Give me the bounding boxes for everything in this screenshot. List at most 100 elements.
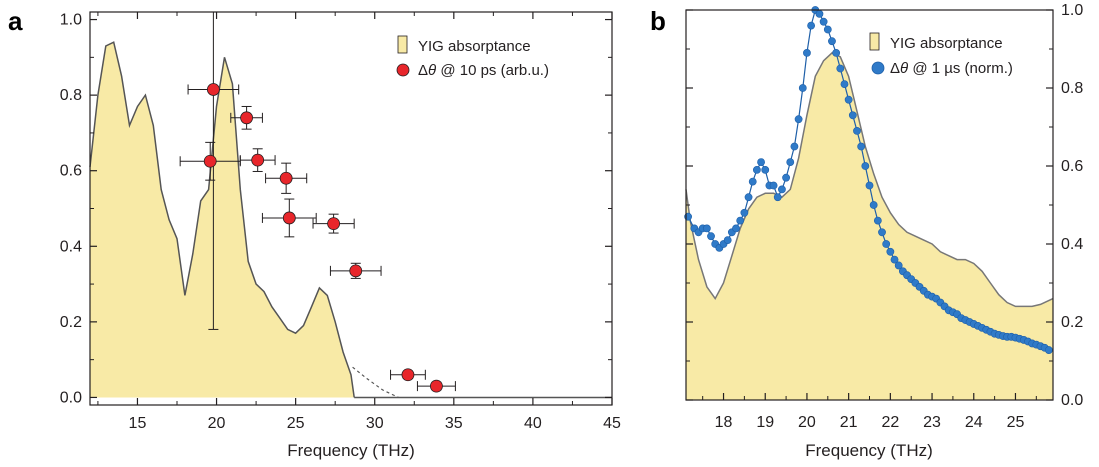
theta-point-b [769,181,778,190]
data-point [265,162,308,194]
theta-point-b [773,193,782,202]
theta-point-b [702,224,711,233]
theta-point-b [823,25,832,34]
x-tick-label: 45 [603,415,621,432]
theta-point-b [894,261,903,270]
theta-point-b [832,49,841,57]
theta-point-b [748,177,757,186]
x-tick-label: 35 [445,415,463,432]
panel-a-label: a [8,6,23,36]
theta-point-b [828,37,836,46]
theta-point-b [836,64,845,73]
data-point-marker [282,211,296,225]
y-tick-label: 0.6 [60,163,82,180]
y-tick-label-b: 0.8 [1061,80,1083,97]
panel-a-legend: YIG absorptance Δθ @ 10 ps (arb.u.) [396,35,549,79]
legend-theta-label-b: Δθ @ 1 µs (norm.) [890,60,1013,77]
theta-point-b [844,95,853,104]
data-point-marker [401,368,415,382]
data-point-marker [327,217,341,231]
theta-point-b [803,49,811,57]
y-tick-label: 0.0 [60,389,82,406]
x-tick-label: 30 [366,415,384,432]
dashed-extension-line [352,366,399,398]
y-tick-label: 0.2 [60,314,82,331]
x-tick-label-b: 21 [840,414,858,431]
x-tick-label: 15 [129,415,147,432]
data-point [239,148,276,172]
data-point [312,213,355,234]
data-point-marker [240,111,254,125]
x-tick-label-b: 18 [715,414,733,431]
panel-b-absorptance-area [685,52,1054,401]
theta-point-b [853,126,861,135]
data-point-marker [251,153,265,167]
theta-point-b [840,80,849,88]
y-tick-label: 0.4 [60,238,82,255]
legend-yig-swatch [397,35,408,54]
absorptance-fill-b [686,52,1053,401]
y-tick-label-b: 1.0 [1061,2,1083,19]
theta-point-b [757,158,765,166]
theta-point-b [736,216,745,225]
legend-theta-marker [396,63,410,77]
panel-b-ticks: 18 19 20 21 22 23 24 25 0.0 0.2 0.4 0.6 0.8 1.0 [686,2,1083,431]
theta-point-b [782,173,790,182]
panel-b: b 18 19 20 21 22 23 24 25 0.0 0.2 0.4 0.6 0.8 1.0 YIG… [650,2,1083,460]
x-tick-label-b: 19 [756,414,774,431]
data-point [416,379,456,393]
data-point-marker [203,154,217,168]
panel-b-label: b [650,6,666,36]
x-tick-label-b: 22 [881,414,899,431]
y-tick-label: 0.8 [60,87,82,104]
data-point [390,368,426,382]
theta-point-b [848,111,857,120]
theta-point-b [723,236,732,244]
theta-point-b [790,142,799,151]
panel-a-ticks: 15 20 25 30 35 40 45 0.0 0.2 0.4 0.6 0.8 1.0 [60,12,621,432]
theta-point-b [886,247,895,256]
theta-point-b [890,255,899,264]
theta-point-b [815,9,824,18]
theta-point-b [1044,346,1053,354]
y-tick-label-b: 0.0 [1061,392,1083,409]
data-point-marker [279,171,293,185]
x-tick-label-b: 23 [923,414,941,431]
data-point-marker [206,83,220,96]
theta-point-b [752,165,761,174]
x-tick-label-b: 24 [965,414,983,431]
panel-b-x-axis-label: Frequency (THz) [805,441,933,460]
theta-point-b [873,216,882,225]
data-point-marker [349,264,363,278]
panel-a-vertical-reference [208,12,219,330]
absorptance-fill [90,42,355,398]
theta-point-b [778,185,786,194]
theta-point-b [707,232,715,241]
panel-a-dashed-extension [352,366,399,398]
legend-yig-swatch-b [869,32,880,51]
y-tick-label: 1.0 [60,12,82,29]
x-tick-label-b: 20 [798,414,816,431]
theta-point-b [740,208,749,217]
theta-point-b [857,142,866,151]
x-tick-label: 25 [287,415,305,432]
x-tick-label: 40 [524,415,542,432]
panel-a-x-axis-label: Frequency (THz) [287,441,415,460]
theta-point-b [807,21,816,30]
legend-yig-label-b: YIG absorptance [890,35,1003,52]
theta-point-b [878,228,886,237]
theta-point-b [794,115,803,124]
panel-b-legend: YIG absorptance Δθ @ 1 µs (norm.) [869,32,1013,77]
data-point-marker [430,379,443,393]
legend-yig-label: YIG absorptance [418,38,531,55]
x-tick-label: 20 [208,415,226,432]
theta-point-b [869,201,878,209]
legend-theta-label: Δθ @ 10 ps (arb.u.) [418,62,549,79]
theta-point-b [819,17,828,26]
panel-b-theta-series [684,6,1053,354]
y-tick-label-b: 0.2 [1061,314,1083,331]
theta-point-b [744,193,753,202]
data-point [187,83,240,96]
theta-point-b [861,162,870,170]
